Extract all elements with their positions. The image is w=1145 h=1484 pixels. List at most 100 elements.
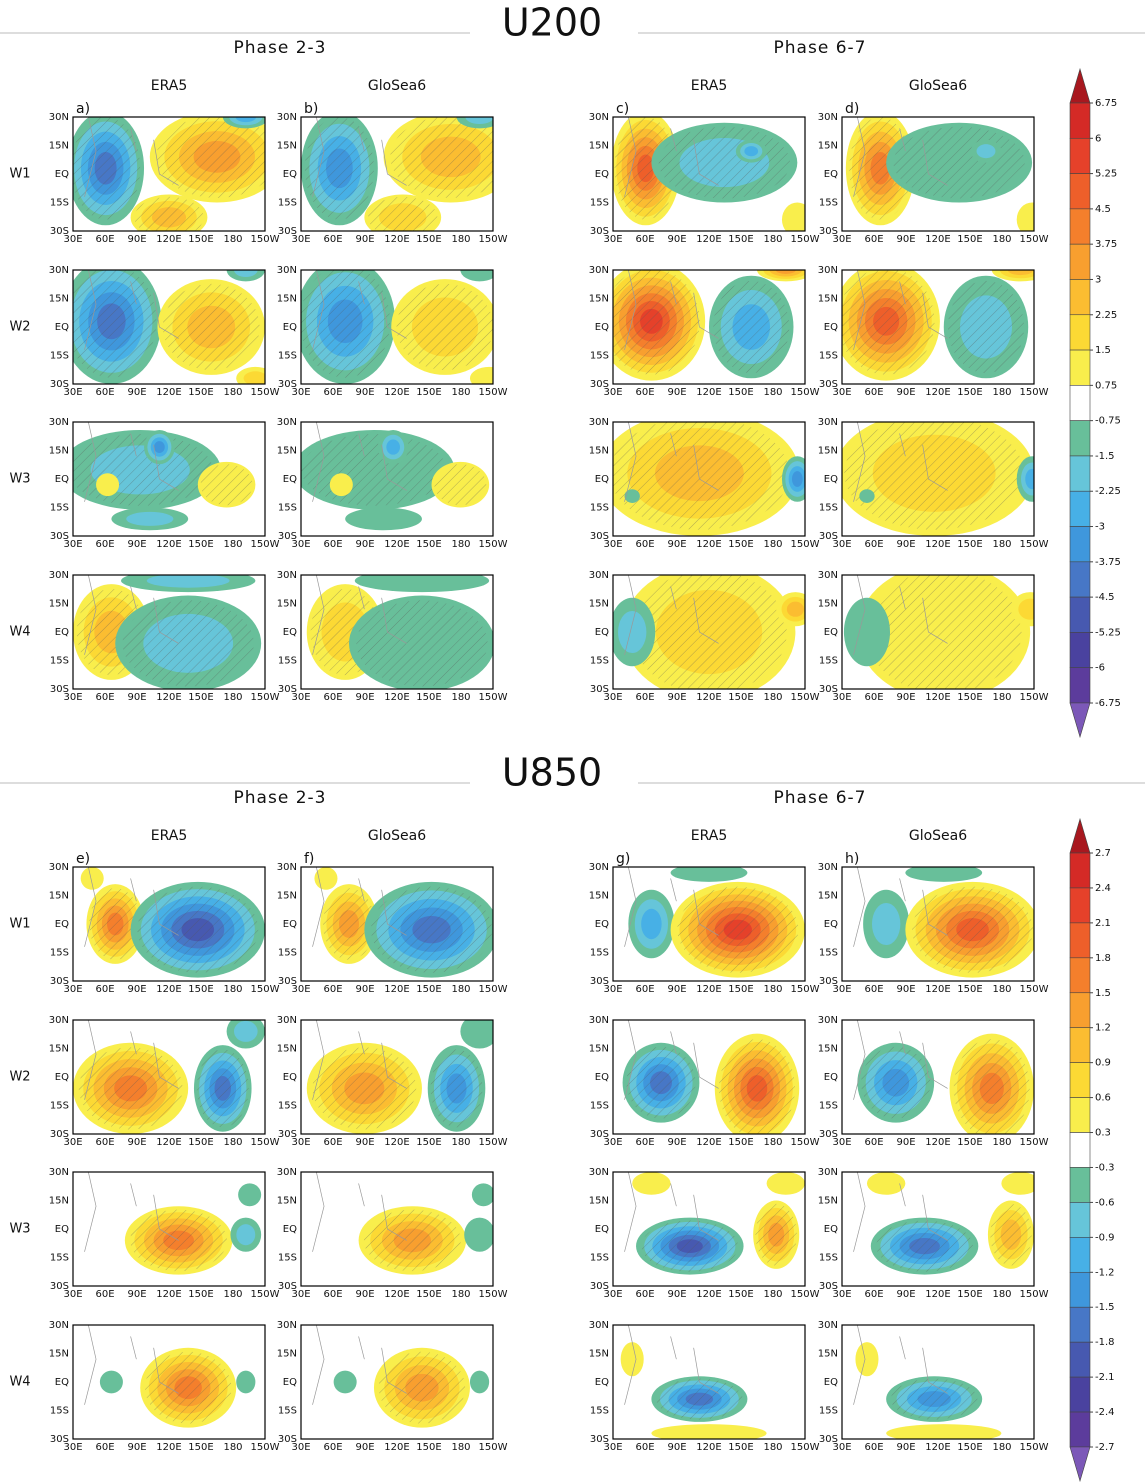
lat-tick-label: EQ xyxy=(824,627,838,638)
lat-tick-label: 30N xyxy=(277,1167,297,1178)
anomaly-contour xyxy=(886,1424,1001,1442)
lat-tick-label: 15N xyxy=(589,446,609,457)
lat-tick-label: 15S xyxy=(50,656,69,667)
lon-tick-label: 150E xyxy=(416,387,441,398)
colorbar-label: 1.8 xyxy=(1095,953,1111,964)
colorbar-label: 0.9 xyxy=(1095,1058,1111,1069)
lon-tick-label: 90E xyxy=(896,234,915,245)
lat-tick-label: EQ xyxy=(283,627,297,638)
significance-hatch xyxy=(990,1204,1031,1266)
significance-hatch xyxy=(641,1220,738,1271)
colorbar-label: -0.6 xyxy=(1095,1197,1115,1208)
lat-tick-label: 15N xyxy=(49,446,69,457)
lat-tick-label: 30N xyxy=(589,417,609,428)
lon-tick-label: 120E xyxy=(696,984,721,995)
lon-tick-label: 60E xyxy=(635,1442,654,1453)
lon-tick-label: 60E xyxy=(323,387,342,398)
lat-tick-label: 15S xyxy=(819,1406,838,1417)
lon-tick-label: 150E xyxy=(416,984,441,995)
colorbar-band xyxy=(1070,1063,1090,1098)
lat-tick-label: 15S xyxy=(50,1406,69,1417)
significance-hatch xyxy=(610,417,790,530)
anomaly-contour xyxy=(236,1371,255,1394)
lon-tick-label: 90E xyxy=(127,1442,146,1453)
colorbar-band xyxy=(1070,923,1090,958)
lat-tick-label: EQ xyxy=(824,322,838,333)
lon-tick-label: 180 xyxy=(223,539,242,550)
lat-tick-label: 15S xyxy=(590,1406,609,1417)
lon-tick-label: 30E xyxy=(603,1289,622,1300)
map-panel xyxy=(60,422,265,536)
lat-tick-label: 15S xyxy=(819,503,838,514)
lon-tick-label: 30E xyxy=(832,692,851,703)
lat-tick-label: 15N xyxy=(818,599,838,610)
lon-tick-label: 60E xyxy=(635,234,654,245)
map-panel xyxy=(613,1325,805,1442)
lon-tick-label: 60E xyxy=(323,539,342,550)
lat-tick-label: 15S xyxy=(590,656,609,667)
lon-tick-label: 30E xyxy=(63,1137,82,1148)
colorbar-band xyxy=(1070,993,1090,1028)
colorbar-label: 3 xyxy=(1095,274,1101,285)
section-title: U850 xyxy=(502,751,602,795)
lon-tick-label: 180 xyxy=(763,984,782,995)
lat-tick-label: 15N xyxy=(818,294,838,305)
lon-tick-label: 120E xyxy=(384,1442,409,1453)
lon-tick-label: 180 xyxy=(992,234,1011,245)
lon-tick-label: 120E xyxy=(384,984,409,995)
lat-tick-label: 30N xyxy=(49,265,69,276)
lon-tick-label: 150E xyxy=(416,1442,441,1453)
lon-tick-label: 180 xyxy=(223,984,242,995)
lon-tick-label: 90E xyxy=(667,984,686,995)
map-panel xyxy=(832,259,1049,384)
lat-tick-label: 15N xyxy=(818,141,838,152)
lon-tick-label: 90E xyxy=(355,1137,374,1148)
lon-tick-label: 180 xyxy=(992,387,1011,398)
phase-title: Phase 2-3 xyxy=(234,788,327,808)
lon-tick-label: 180 xyxy=(451,234,470,245)
significance-hatch xyxy=(145,1352,231,1424)
lon-tick-label: 180 xyxy=(992,1137,1011,1148)
significance-hatch xyxy=(948,281,1024,373)
significance-hatch xyxy=(844,417,1024,530)
colorbar-label: 2.25 xyxy=(1095,310,1117,321)
lat-tick-label: 15N xyxy=(49,294,69,305)
colorbar-label: -2.1 xyxy=(1095,1372,1115,1383)
lon-tick-label: 60E xyxy=(864,1137,883,1148)
lat-tick-label: 15N xyxy=(49,1349,69,1360)
lon-tick-label: 90E xyxy=(355,234,374,245)
lat-tick-label: EQ xyxy=(55,322,69,333)
colorbar-label: -3 xyxy=(1095,522,1105,533)
lon-tick-label: 60E xyxy=(323,234,342,245)
lon-tick-label: 150E xyxy=(728,984,753,995)
map-panel xyxy=(609,564,814,701)
colorbar-extend-top xyxy=(1070,819,1090,853)
lon-tick-label: 150E xyxy=(957,1442,982,1453)
lon-tick-label: 150E xyxy=(188,1289,213,1300)
colorbar-label: -0.3 xyxy=(1095,1162,1115,1173)
lon-tick-label: 150E xyxy=(957,1289,982,1300)
lon-tick-label: 90E xyxy=(355,1289,374,1300)
map-panel xyxy=(301,106,518,241)
lon-tick-label: 180 xyxy=(451,1289,470,1300)
lon-tick-label: 180 xyxy=(992,692,1011,703)
map-panel xyxy=(613,1020,805,1143)
lat-tick-label: 15S xyxy=(590,1253,609,1264)
lat-tick-label: 15N xyxy=(277,1196,297,1207)
lon-tick-label: 30E xyxy=(291,692,310,703)
lat-tick-label: EQ xyxy=(283,1224,297,1235)
lat-tick-label: 30N xyxy=(49,1320,69,1331)
lat-tick-label: 15N xyxy=(49,141,69,152)
lon-tick-label: 180 xyxy=(451,539,470,550)
map-panel xyxy=(611,111,813,236)
map-panel xyxy=(73,1172,265,1286)
lon-tick-label: 150W xyxy=(791,984,820,995)
significance-hatch xyxy=(66,265,156,378)
panel-letter: c) xyxy=(616,101,629,117)
lon-tick-label: 150W xyxy=(1020,984,1049,995)
map-panel xyxy=(73,867,265,981)
anomaly-contour xyxy=(386,439,400,454)
significance-hatch xyxy=(368,197,437,238)
row-label: W4 xyxy=(9,1375,30,1390)
lon-tick-label: 180 xyxy=(992,984,1011,995)
